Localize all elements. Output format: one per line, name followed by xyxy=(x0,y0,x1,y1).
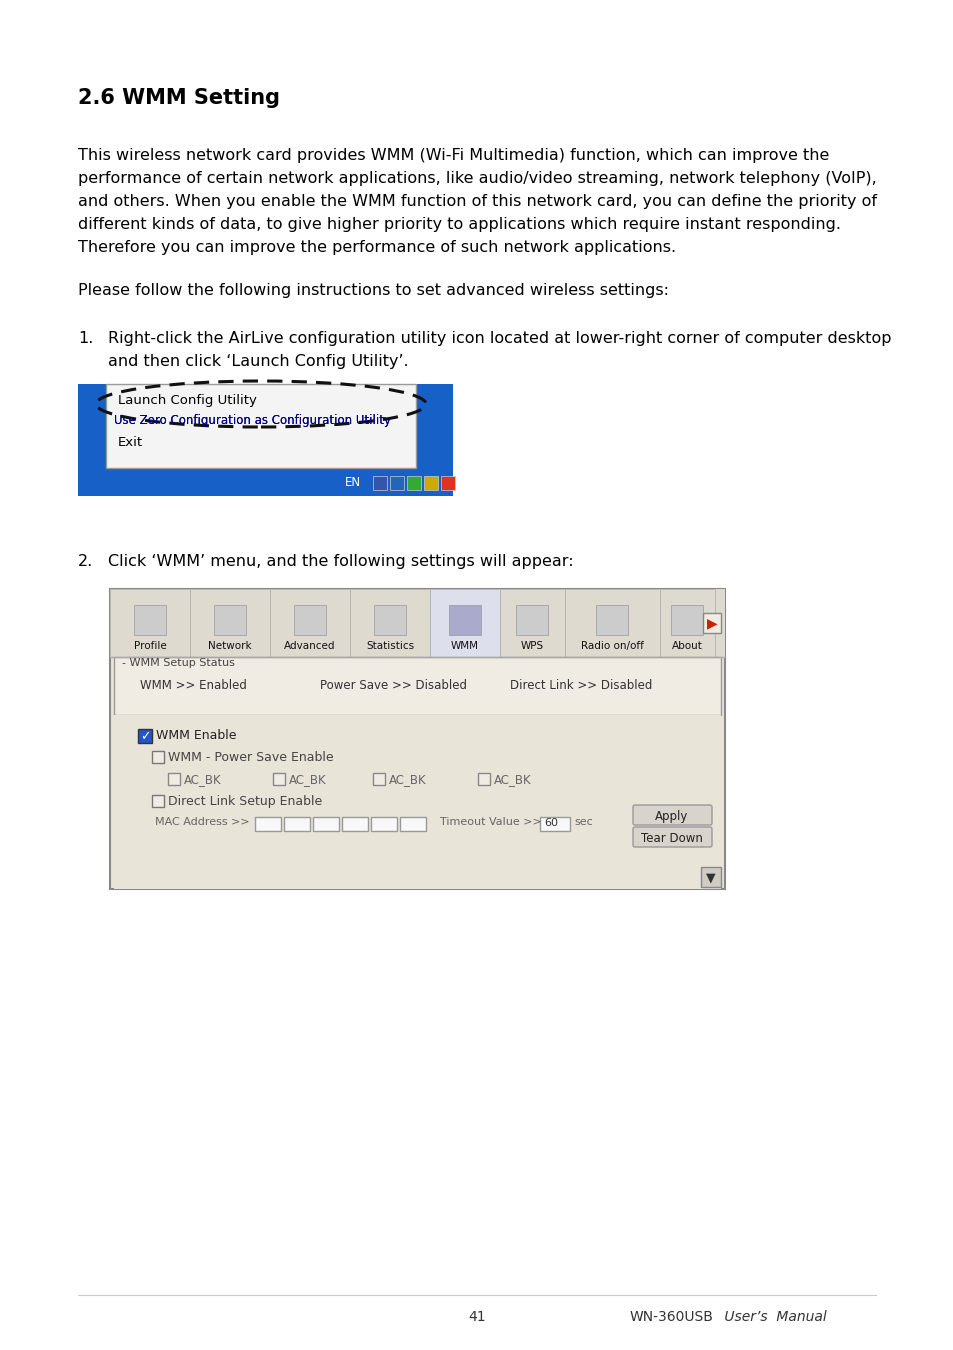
Text: WMM - Power Save Enable: WMM - Power Save Enable xyxy=(168,751,334,764)
FancyBboxPatch shape xyxy=(633,828,711,846)
Text: - WMM Setup Status: - WMM Setup Status xyxy=(122,657,234,668)
FancyBboxPatch shape xyxy=(373,477,387,490)
FancyBboxPatch shape xyxy=(430,589,499,657)
Text: MAC Address >>: MAC Address >> xyxy=(154,817,250,828)
FancyBboxPatch shape xyxy=(670,605,702,634)
Text: Therefore you can improve the performance of such network applications.: Therefore you can improve the performanc… xyxy=(78,240,676,255)
Text: Click ‘WMM’ menu, and the following settings will appear:: Click ‘WMM’ menu, and the following sett… xyxy=(108,554,573,568)
FancyBboxPatch shape xyxy=(106,383,416,468)
Text: User’s  Manual: User’s Manual xyxy=(720,1310,826,1324)
Text: performance of certain network applications, like audio/video streaming, network: performance of certain network applicati… xyxy=(78,171,876,186)
Text: AC_BK: AC_BK xyxy=(184,774,221,786)
FancyBboxPatch shape xyxy=(659,589,714,657)
FancyBboxPatch shape xyxy=(133,605,166,634)
Text: About: About xyxy=(671,641,701,651)
FancyBboxPatch shape xyxy=(284,817,310,832)
Text: Advanced: Advanced xyxy=(284,641,335,651)
Text: and others. When you enable the WMM function of this network card, you can defin: and others. When you enable the WMM func… xyxy=(78,194,876,209)
Text: ▶: ▶ xyxy=(706,616,717,630)
Text: Exit: Exit xyxy=(118,436,143,450)
FancyBboxPatch shape xyxy=(341,817,368,832)
FancyBboxPatch shape xyxy=(423,477,437,490)
Text: 1.: 1. xyxy=(78,331,93,346)
FancyBboxPatch shape xyxy=(700,867,720,887)
Text: 60: 60 xyxy=(543,818,558,828)
Text: Please follow the following instructions to set advanced wireless settings:: Please follow the following instructions… xyxy=(78,284,668,298)
Text: This wireless network card provides WMM (Wi-Fi Multimedia) function, which can i: This wireless network card provides WMM … xyxy=(78,148,828,163)
Text: Statistics: Statistics xyxy=(366,641,414,651)
FancyBboxPatch shape xyxy=(113,716,720,890)
Text: WPS: WPS xyxy=(520,641,543,651)
FancyBboxPatch shape xyxy=(138,729,152,742)
FancyBboxPatch shape xyxy=(499,589,564,657)
Text: Radio on/off: Radio on/off xyxy=(580,641,642,651)
Text: ▼: ▼ xyxy=(705,871,715,884)
Text: ✓: ✓ xyxy=(140,730,151,742)
FancyBboxPatch shape xyxy=(373,774,385,784)
Text: 2.: 2. xyxy=(78,554,93,568)
FancyBboxPatch shape xyxy=(273,774,285,784)
Text: 2.6 WMM Setting: 2.6 WMM Setting xyxy=(78,88,280,108)
FancyBboxPatch shape xyxy=(110,589,190,657)
FancyBboxPatch shape xyxy=(168,774,180,784)
FancyBboxPatch shape xyxy=(633,805,711,825)
Text: WMM: WMM xyxy=(451,641,478,651)
Text: Apply: Apply xyxy=(655,810,688,824)
FancyBboxPatch shape xyxy=(294,605,326,634)
FancyBboxPatch shape xyxy=(702,613,720,633)
FancyBboxPatch shape xyxy=(350,589,430,657)
Text: different kinds of data, to give higher priority to applications which require i: different kinds of data, to give higher … xyxy=(78,217,841,232)
FancyBboxPatch shape xyxy=(539,817,569,832)
FancyBboxPatch shape xyxy=(516,605,547,634)
FancyBboxPatch shape xyxy=(78,383,453,495)
FancyBboxPatch shape xyxy=(152,795,164,807)
Text: Launch Config Utility: Launch Config Utility xyxy=(118,394,256,406)
Text: Use Zero Configuration as Configuration Utility: Use Zero Configuration as Configuration … xyxy=(113,414,391,427)
FancyBboxPatch shape xyxy=(371,817,396,832)
FancyBboxPatch shape xyxy=(449,605,480,634)
FancyBboxPatch shape xyxy=(390,477,403,490)
Text: Tear Down: Tear Down xyxy=(640,832,702,845)
FancyBboxPatch shape xyxy=(110,589,724,890)
Text: Direct Link Setup Enable: Direct Link Setup Enable xyxy=(168,795,322,809)
FancyBboxPatch shape xyxy=(313,817,338,832)
FancyBboxPatch shape xyxy=(399,817,426,832)
FancyBboxPatch shape xyxy=(374,605,406,634)
FancyBboxPatch shape xyxy=(113,657,720,716)
Text: and then click ‘Launch Config Utility’.: and then click ‘Launch Config Utility’. xyxy=(108,354,408,369)
Text: Use Zero Configuration as Configuration Utility: Use Zero Configuration as Configuration … xyxy=(113,414,391,427)
Text: WMM Enable: WMM Enable xyxy=(156,729,236,742)
FancyBboxPatch shape xyxy=(407,477,420,490)
FancyBboxPatch shape xyxy=(190,589,270,657)
Text: AC_BK: AC_BK xyxy=(289,774,326,786)
Text: Right-click the AirLive configuration utility icon located at lower-right corner: Right-click the AirLive configuration ut… xyxy=(108,331,890,346)
Text: Network: Network xyxy=(208,641,252,651)
FancyBboxPatch shape xyxy=(110,589,724,657)
Text: 41: 41 xyxy=(468,1310,485,1324)
Text: EN: EN xyxy=(345,477,361,489)
FancyBboxPatch shape xyxy=(477,774,490,784)
Text: AC_BK: AC_BK xyxy=(494,774,531,786)
Text: WN-360USB: WN-360USB xyxy=(629,1310,713,1324)
Text: sec: sec xyxy=(574,817,592,828)
Text: Timeout Value >>: Timeout Value >> xyxy=(439,817,541,828)
FancyBboxPatch shape xyxy=(564,589,659,657)
FancyBboxPatch shape xyxy=(254,817,281,832)
Text: WMM >> Enabled: WMM >> Enabled xyxy=(140,679,247,693)
Text: Power Save >> Disabled: Power Save >> Disabled xyxy=(319,679,467,693)
FancyBboxPatch shape xyxy=(596,605,627,634)
FancyBboxPatch shape xyxy=(440,477,455,490)
Text: AC_BK: AC_BK xyxy=(389,774,426,786)
Text: Profile: Profile xyxy=(133,641,166,651)
FancyBboxPatch shape xyxy=(270,589,350,657)
Text: Direct Link >> Disabled: Direct Link >> Disabled xyxy=(510,679,652,693)
FancyBboxPatch shape xyxy=(213,605,246,634)
FancyBboxPatch shape xyxy=(152,751,164,763)
